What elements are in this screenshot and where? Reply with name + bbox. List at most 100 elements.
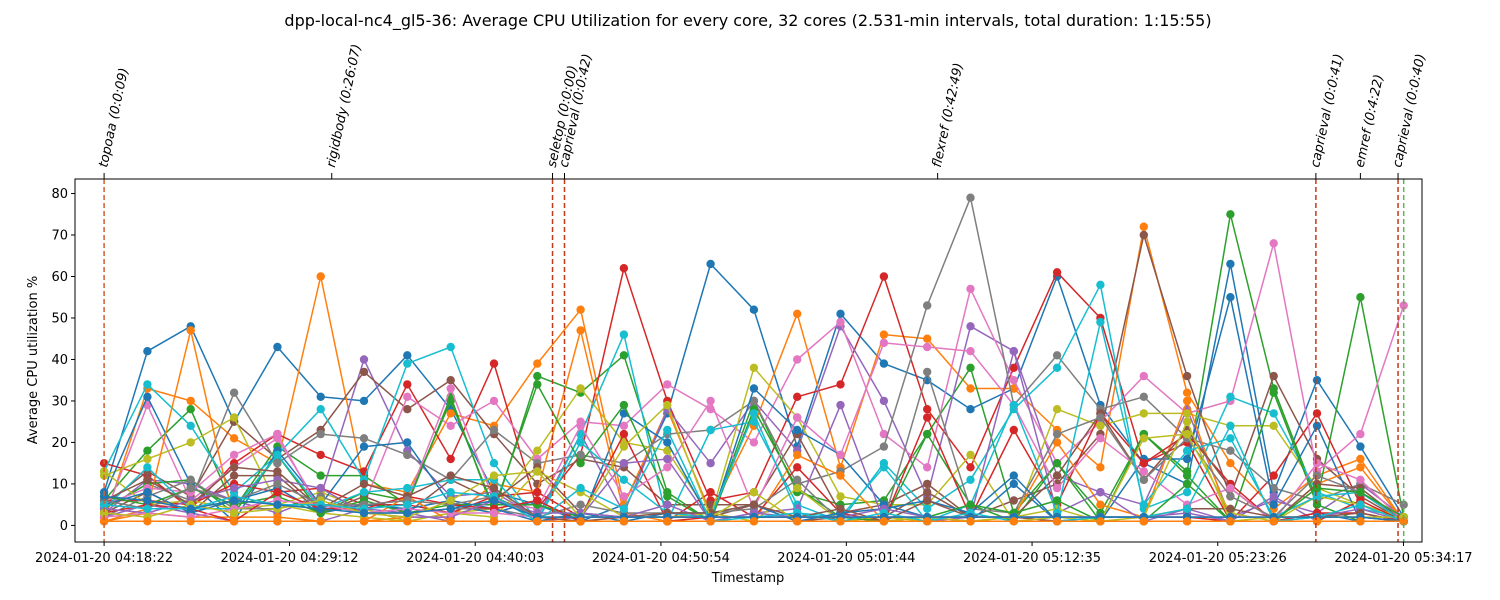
data-point bbox=[446, 396, 455, 406]
data-point bbox=[403, 517, 412, 526]
data-point bbox=[1096, 488, 1105, 497]
data-point bbox=[966, 193, 975, 202]
data-point bbox=[1139, 434, 1149, 443]
data-point bbox=[143, 392, 152, 401]
data-point bbox=[143, 517, 152, 526]
data-point bbox=[1009, 384, 1018, 393]
data-point bbox=[619, 442, 629, 451]
data-point bbox=[1356, 463, 1365, 472]
data-point bbox=[619, 400, 629, 410]
data-point bbox=[966, 463, 975, 472]
data-point bbox=[576, 438, 585, 447]
data-point bbox=[1182, 388, 1192, 397]
data-point bbox=[1226, 483, 1235, 493]
data-point bbox=[229, 434, 239, 443]
data-point bbox=[1182, 396, 1192, 406]
data-point bbox=[273, 467, 282, 476]
data-point bbox=[1312, 517, 1322, 526]
data-point bbox=[793, 413, 802, 422]
data-point bbox=[1139, 230, 1149, 240]
data-point bbox=[1356, 454, 1365, 464]
data-point bbox=[143, 496, 152, 505]
data-point bbox=[576, 429, 585, 439]
y-tick-label: 20 bbox=[51, 436, 68, 451]
data-point bbox=[186, 438, 195, 447]
data-point bbox=[923, 367, 932, 377]
data-point bbox=[1096, 421, 1105, 430]
x-tick-label: 2024-01-20 05:01:44 bbox=[777, 551, 915, 566]
data-point bbox=[706, 500, 715, 509]
data-point bbox=[879, 463, 889, 472]
data-point bbox=[706, 459, 715, 468]
data-point bbox=[1096, 517, 1105, 526]
data-point bbox=[1009, 479, 1018, 489]
data-point bbox=[749, 438, 759, 447]
data-point bbox=[1182, 429, 1192, 439]
data-point bbox=[273, 459, 282, 468]
data-point bbox=[359, 367, 369, 377]
data-point bbox=[1009, 400, 1018, 410]
event-label-5: flexref (0:42:49) bbox=[930, 62, 967, 169]
data-point bbox=[533, 517, 542, 526]
data-point bbox=[836, 309, 845, 318]
data-point bbox=[793, 475, 802, 484]
data-point bbox=[1182, 504, 1192, 513]
data-point bbox=[1139, 467, 1149, 476]
data-point bbox=[923, 334, 932, 343]
data-point bbox=[403, 508, 412, 518]
data-point bbox=[1139, 459, 1149, 468]
data-point bbox=[1052, 517, 1062, 526]
data-point bbox=[143, 463, 152, 472]
data-point bbox=[316, 429, 325, 439]
data-point bbox=[403, 483, 412, 493]
data-point bbox=[489, 496, 499, 505]
data-point bbox=[749, 488, 759, 497]
data-point bbox=[1399, 301, 1408, 310]
data-point bbox=[619, 517, 629, 526]
data-point bbox=[533, 371, 542, 381]
data-point bbox=[1052, 438, 1062, 447]
data-point bbox=[1139, 371, 1149, 381]
data-point bbox=[619, 475, 629, 484]
data-point bbox=[446, 496, 455, 505]
data-point bbox=[1009, 376, 1018, 385]
data-point bbox=[446, 342, 455, 352]
data-point bbox=[1312, 376, 1322, 385]
data-point bbox=[1399, 517, 1408, 526]
data-point bbox=[836, 492, 845, 501]
chart-title: dpp-local-nc4_gl5-36: Average CPU Utiliz… bbox=[284, 11, 1211, 31]
data-point bbox=[966, 405, 975, 414]
data-point bbox=[489, 359, 499, 368]
data-point bbox=[1269, 409, 1278, 418]
data-point bbox=[533, 496, 542, 505]
data-point bbox=[923, 488, 932, 497]
x-tick-label: 2024-01-20 04:18:22 bbox=[35, 551, 173, 566]
data-point bbox=[1312, 409, 1322, 418]
data-point bbox=[663, 400, 672, 410]
data-point bbox=[143, 504, 152, 513]
data-point bbox=[1182, 409, 1192, 418]
data-point bbox=[749, 384, 759, 393]
data-point bbox=[1226, 210, 1235, 219]
data-point bbox=[836, 450, 845, 460]
data-point bbox=[1312, 500, 1322, 509]
data-point bbox=[879, 396, 889, 406]
data-point bbox=[663, 446, 672, 455]
data-point bbox=[923, 496, 932, 505]
x-tick-label: 2024-01-20 04:50:54 bbox=[592, 551, 730, 566]
data-point bbox=[1226, 434, 1235, 443]
data-point bbox=[663, 380, 672, 389]
data-point bbox=[836, 317, 845, 327]
data-point bbox=[316, 392, 325, 401]
data-point bbox=[403, 405, 412, 414]
data-point bbox=[576, 459, 585, 468]
data-point bbox=[879, 429, 889, 439]
data-point bbox=[446, 384, 455, 393]
data-point bbox=[966, 500, 975, 509]
data-point bbox=[1312, 421, 1322, 430]
data-point bbox=[1312, 471, 1322, 480]
data-point bbox=[1312, 492, 1322, 501]
data-point bbox=[186, 504, 195, 513]
data-point bbox=[99, 517, 109, 526]
data-point bbox=[619, 504, 629, 513]
